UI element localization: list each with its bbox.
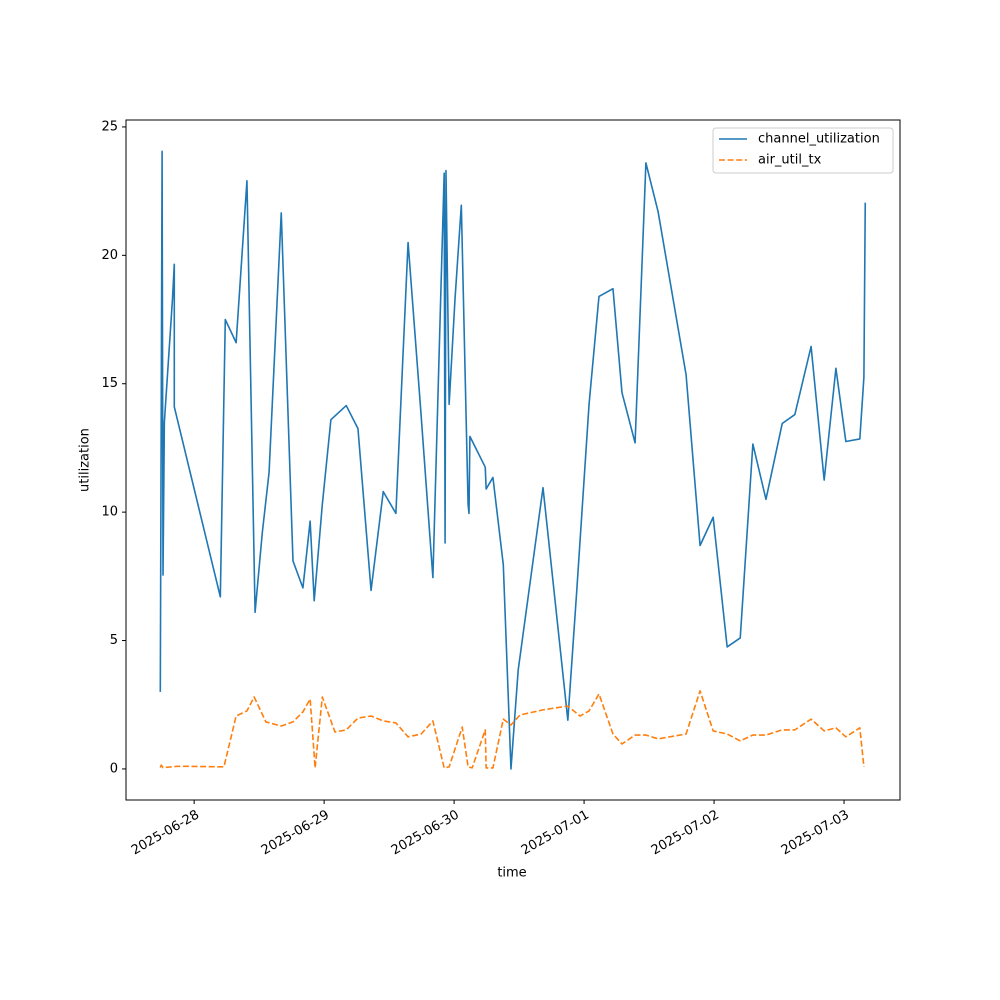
series-line (159, 150, 867, 770)
y-axis-label: utilization (78, 428, 93, 492)
x-tick-label: 2025-06-30 (389, 808, 462, 859)
legend-label: channel_utilization (758, 132, 880, 147)
y-tick-label: 5 (110, 633, 118, 648)
y-tick-label: 0 (110, 761, 118, 776)
x-tick-label: 2025-06-29 (259, 808, 332, 859)
x-tick-label: 2025-06-28 (129, 808, 202, 859)
x-axis-label: time (497, 866, 526, 881)
y-tick-label: 20 (101, 248, 118, 263)
x-tick-label: 2025-07-01 (519, 808, 592, 859)
y-tick-label: 10 (101, 505, 118, 520)
series-line (159, 690, 865, 769)
x-tick-label: 2025-07-02 (649, 808, 722, 859)
y-tick-label: 25 (101, 119, 118, 134)
legend-box (712, 127, 894, 174)
legend-label: air_util_tx (758, 153, 822, 168)
y-tick-label: 15 (101, 376, 118, 391)
x-tick-label: 2025-07-03 (779, 808, 852, 859)
axes-frame (125, 119, 901, 801)
